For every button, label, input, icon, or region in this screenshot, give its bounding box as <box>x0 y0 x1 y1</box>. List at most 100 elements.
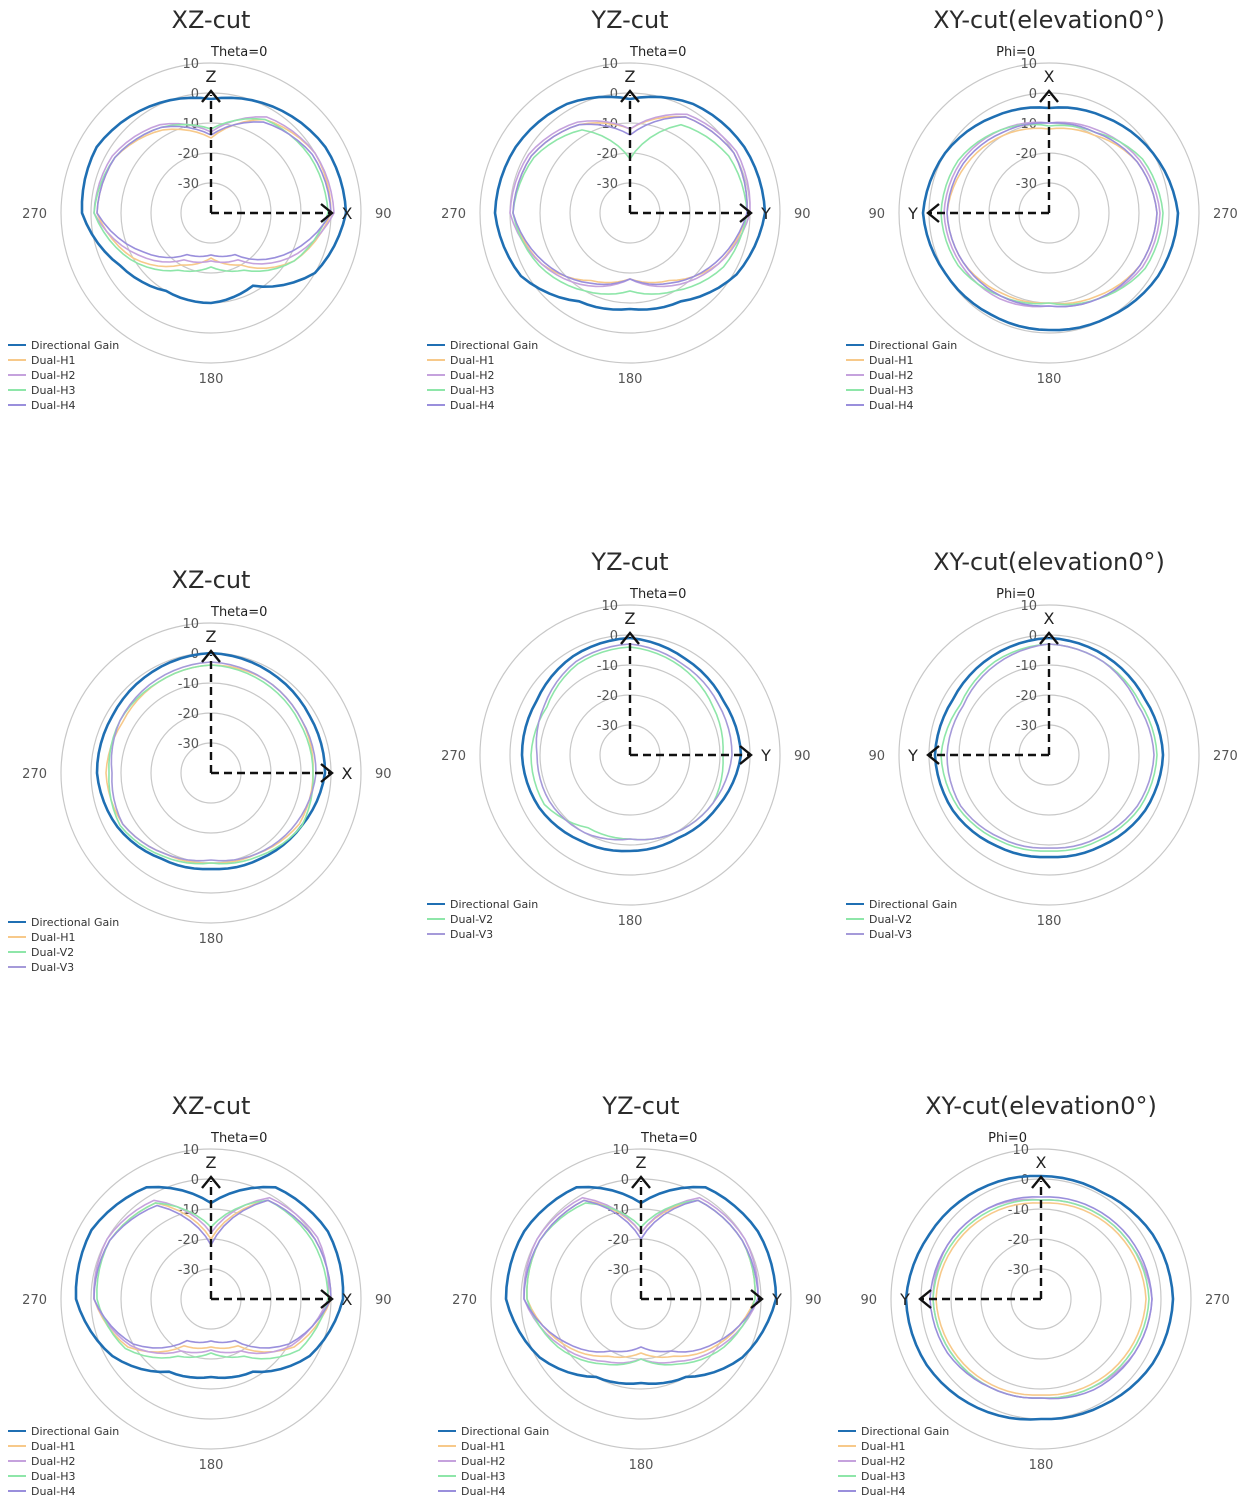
polar-chart-xy-cut-v: XY-cut(elevation0°) 10 0 -10 -20 -30 Phi=0 90 27… <box>838 542 1257 962</box>
chart-title: YZ-cut <box>601 1092 679 1120</box>
ring-tick-label: 10 <box>1020 57 1037 72</box>
legend-label: Dual-H1 <box>869 354 913 367</box>
side-arrow-icon <box>918 1289 932 1309</box>
zero-angle-label: Theta=0 <box>629 587 686 602</box>
angle-label-left: 270 <box>22 207 47 222</box>
series-dual-v3 <box>946 643 1155 849</box>
ring-tick-label: -30 <box>1016 719 1037 734</box>
legend-label: Dual-V2 <box>450 913 493 926</box>
chart-title: XZ-cut <box>172 1092 251 1120</box>
ring-tick-label: 0 <box>621 1173 629 1188</box>
ring-tick-label: 10 <box>182 617 199 632</box>
grid-ring <box>120 1208 302 1390</box>
angle-label-left: 270 <box>441 749 466 764</box>
angle-label-bottom: 180 <box>1029 1458 1054 1473</box>
ring-tick-label: -20 <box>597 147 618 162</box>
ring-tick-label: 0 <box>191 87 199 102</box>
ring-tick-label: -30 <box>1016 177 1037 192</box>
grid-ring <box>890 1148 1192 1450</box>
polar-chart-xy-cut: XY-cut(elevation0°) 10 0 -10 -20 -30 Phi=0 90 27… <box>838 0 1257 420</box>
up-arrow-icon <box>201 1175 221 1189</box>
angle-label-bottom: 180 <box>199 372 224 387</box>
legend-label: Dual-H3 <box>869 384 913 397</box>
series-dual-h2 <box>93 116 335 265</box>
up-axis-label: Z <box>636 1153 647 1172</box>
ring-tick-label: -20 <box>597 689 618 704</box>
ring-tick-label: 10 <box>612 1143 629 1158</box>
angle-label-bottom: 180 <box>199 1458 224 1473</box>
zero-angle-label: Phi=0 <box>996 587 1035 602</box>
legend-label: Dual-H4 <box>450 399 494 412</box>
series-directional-gain <box>904 1174 1175 1421</box>
series-dual-v2 <box>940 643 1158 852</box>
side-arrow-icon <box>739 745 753 765</box>
grid-ring <box>898 604 1200 906</box>
angle-label-bottom: 180 <box>629 1458 654 1473</box>
side-arrow-icon <box>320 1289 334 1309</box>
chart-title: XY-cut(elevation0°) <box>933 548 1165 576</box>
polar-chart-xy-cut-b: XY-cut(elevation0°) 10 0 -10 -20 -30 Phi=0 90 27… <box>830 1086 1249 1506</box>
polar-chart-yz-cut: YZ-cut 10 0 -10 -20 -30 Theta=0 270 90 180 Z Y Direc… <box>419 0 838 420</box>
ring-tick-label: 0 <box>1029 629 1037 644</box>
ring-tick-label: 10 <box>1012 1143 1029 1158</box>
ring-tick-label: -30 <box>597 177 618 192</box>
legend-label: Dual-H2 <box>450 369 494 382</box>
angle-label-right: 90 <box>375 767 392 782</box>
up-axis-label: Z <box>206 1153 217 1172</box>
legend-label: Dual-H1 <box>450 354 494 367</box>
series-directional-gain <box>520 636 743 853</box>
side-arrow-icon <box>926 203 940 223</box>
legend-label: Directional Gain <box>461 1425 549 1438</box>
grid-ring <box>539 664 721 846</box>
legend-label: Dual-V2 <box>869 913 912 926</box>
angle-label-right: 270 <box>1205 1293 1230 1308</box>
grid-ring <box>539 122 721 304</box>
ring-tick-label: -20 <box>1008 1233 1029 1248</box>
angle-label-right: 90 <box>794 207 811 222</box>
up-axis-label: Z <box>206 67 217 86</box>
angle-label-right: 90 <box>794 749 811 764</box>
polar-chart-yz-cut-v: YZ-cut 10 0 -10 -20 -30 Theta=0 270 90 180 Z Y Direc… <box>419 542 838 962</box>
series-dual-h3 <box>940 123 1164 306</box>
chart-title: YZ-cut <box>590 6 668 34</box>
legend-label: Directional Gain <box>861 1425 949 1438</box>
series-dual-v3 <box>110 661 317 862</box>
legend-label: Dual-H3 <box>861 1470 905 1483</box>
angle-label-left: 270 <box>22 1293 47 1308</box>
zero-angle-label: Theta=0 <box>629 45 686 60</box>
chart-title: XZ-cut <box>172 6 251 34</box>
ring-tick-label: -20 <box>178 147 199 162</box>
side-axis-label: Y <box>760 204 771 223</box>
series-dual-h1 <box>946 127 1158 305</box>
legend-label: Dual-H2 <box>461 1455 505 1468</box>
ring-tick-label: -20 <box>1016 689 1037 704</box>
up-axis-label: X <box>1044 609 1055 628</box>
grid-ring <box>958 664 1140 846</box>
angle-label-bottom: 180 <box>1037 372 1062 387</box>
side-axis-label: Y <box>760 746 771 765</box>
series-dual-h1 <box>935 1202 1147 1396</box>
series-dual-h4 <box>946 121 1158 308</box>
angle-label-right: 90 <box>375 1293 392 1308</box>
legend-label: Directional Gain <box>31 916 119 929</box>
side-axis-label: Y <box>771 1290 782 1309</box>
up-axis-label: Z <box>206 627 217 646</box>
up-axis-label: Z <box>625 67 636 86</box>
legend-label: Dual-H3 <box>450 384 494 397</box>
angle-label-right: 90 <box>375 207 392 222</box>
angle-label-right: 270 <box>1213 207 1238 222</box>
chart-title: YZ-cut <box>590 548 668 576</box>
legend-label: Dual-H1 <box>31 1440 75 1453</box>
legend-label: Dual-V2 <box>31 946 74 959</box>
side-axis-label: X <box>342 1290 353 1309</box>
angle-label-left: 270 <box>441 207 466 222</box>
ring-tick-label: 0 <box>1029 87 1037 102</box>
ring-tick-label: -30 <box>608 1263 629 1278</box>
side-arrow-icon <box>926 745 940 765</box>
ring-tick-label: -10 <box>178 677 199 692</box>
